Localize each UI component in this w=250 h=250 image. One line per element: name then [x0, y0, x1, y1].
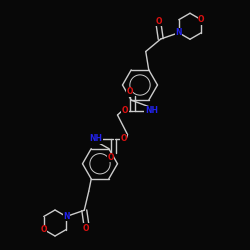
- Text: O: O: [156, 16, 162, 26]
- Text: O: O: [198, 15, 204, 24]
- Text: O: O: [108, 153, 114, 162]
- Text: NH: NH: [90, 134, 103, 143]
- Text: O: O: [83, 224, 89, 233]
- Text: NH: NH: [145, 106, 158, 115]
- Text: O: O: [120, 134, 127, 143]
- Text: O: O: [122, 106, 128, 115]
- Text: N: N: [63, 212, 70, 221]
- Text: O: O: [40, 225, 47, 234]
- Text: N: N: [176, 28, 182, 37]
- Text: O: O: [126, 87, 133, 96]
